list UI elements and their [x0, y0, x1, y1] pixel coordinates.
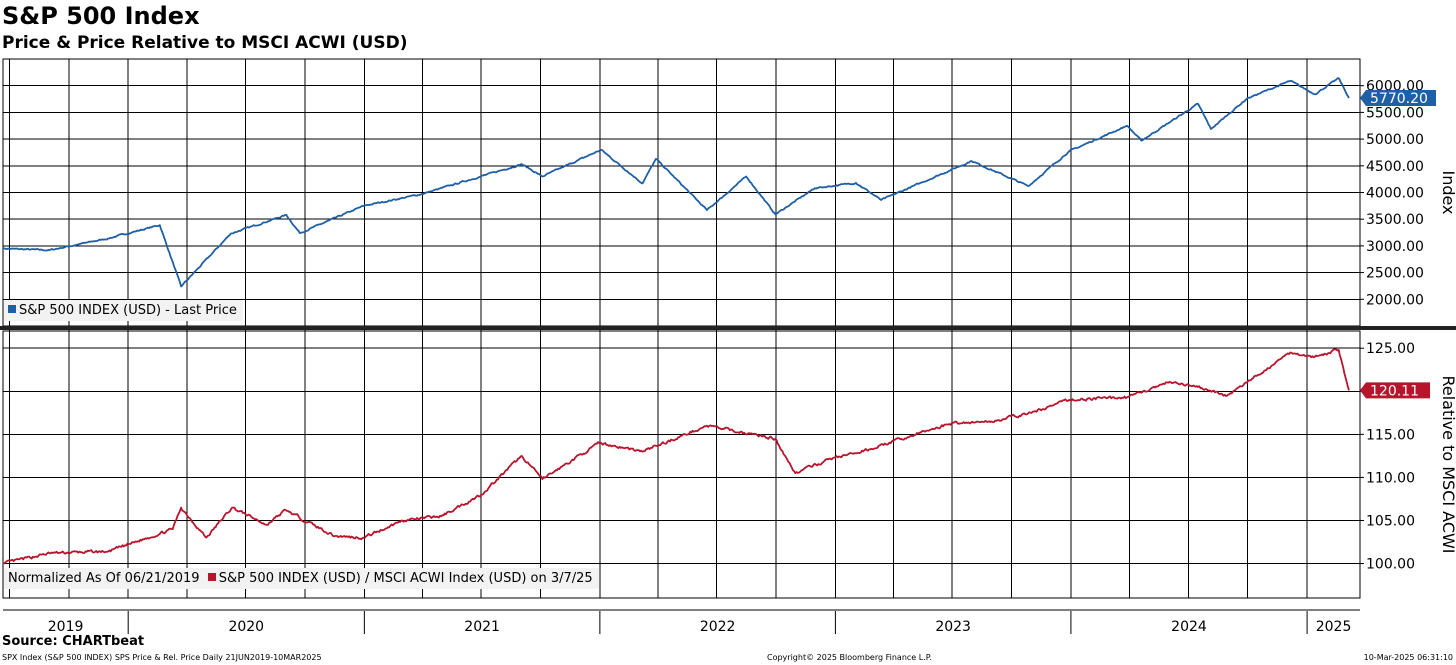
series-layer	[2, 77, 1350, 565]
x-year-label: 2020	[228, 619, 264, 634]
legend-price-swatch	[8, 305, 16, 313]
legend-relative-label: S&P 500 INDEX (USD) / MSCI ACWI Index (U…	[218, 571, 593, 586]
x-year-label: 2024	[1171, 619, 1207, 634]
relative-series-line	[2, 348, 1350, 565]
price-last-value: 5770.20	[1370, 91, 1428, 107]
panel-separator	[0, 326, 1456, 330]
axis-layer: 2000.00 2500.00 3000.00 3500.00 4000.00 4500.…	[0, 79, 1456, 634]
y-tick-label: 100.00	[1366, 557, 1415, 573]
normalized-note: Normalized As Of 06/21/2019	[8, 571, 200, 586]
y-tick-label: 5500.00	[1366, 105, 1424, 121]
relative-last-value-box	[1360, 382, 1430, 399]
legend-relative: Normalized As Of 06/21/2019 S&P 500 INDE…	[4, 568, 599, 589]
footer-copyright: Copyright© 2025 Bloomberg Finance L.P.	[767, 653, 932, 662]
relative-last-value: 120.11	[1370, 383, 1419, 399]
y-tick-label: 3500.00	[1366, 212, 1424, 228]
footer-timestamp: 10-Mar-2025 06:31:10	[1363, 653, 1453, 662]
y-tick-label: 4500.00	[1366, 159, 1424, 175]
price-series-line	[2, 77, 1350, 288]
y-axis-title-price: Index	[1439, 170, 1456, 214]
x-year-label: 2022	[700, 619, 736, 634]
y-tick-label: 2000.00	[1366, 292, 1424, 308]
chart-subtitle: Price & Price Relative to MSCI ACWI (USD…	[2, 33, 408, 53]
chart-canvas: 2000.00 2500.00 3000.00 3500.00 4000.00 4500.…	[0, 58, 1456, 634]
y-tick-label: 125.00	[1366, 341, 1415, 357]
chart-title: S&P 500 Index	[2, 2, 200, 30]
legend-price-label: S&P 500 INDEX (USD) - Last Price	[19, 303, 237, 318]
y-tick-label: 2500.00	[1366, 266, 1424, 282]
x-year-label: 2025	[1316, 619, 1352, 634]
price-last-value-box	[1360, 89, 1436, 106]
y-tick-label: 4000.00	[1366, 186, 1424, 202]
y-tick-label: 115.00	[1366, 427, 1415, 443]
legend-price: S&P 500 INDEX (USD) - Last Price	[4, 300, 243, 321]
x-year-label: 2023	[935, 619, 971, 634]
x-year-label: 2019	[48, 619, 84, 634]
y-tick-label: 3000.00	[1366, 239, 1424, 255]
footer-description: SPX Index (S&P 500 INDEX) SPS Price & Re…	[2, 653, 322, 662]
y-axis-title-relative: Relative to MSCI ACWI	[1439, 375, 1456, 553]
y-tick-label: 110.00	[1366, 470, 1415, 486]
legend-relative-swatch	[207, 573, 216, 581]
y-tick-label: 105.00	[1366, 513, 1415, 529]
panel-frame	[2, 330, 1361, 599]
y-tick-label: 5000.00	[1366, 132, 1424, 148]
x-year-label: 2021	[464, 619, 500, 634]
source-note: Source: CHARTbeat	[2, 634, 145, 649]
